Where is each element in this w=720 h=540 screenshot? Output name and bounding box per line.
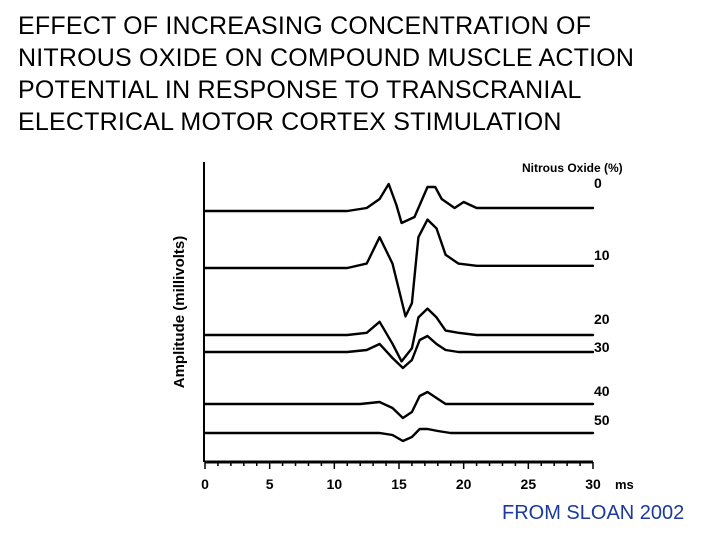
y-axis-label: Amplitude (millivolts): [171, 236, 188, 389]
title-line-2: NITROUS OXIDE ON COMPOUND MUSCLE ACTION: [18, 44, 635, 72]
x-tick-label: 5: [266, 476, 274, 492]
series-label-30: 30: [594, 339, 610, 355]
x-axis-unit-label: ms: [615, 477, 634, 492]
trace-line-10: [203, 218, 595, 318]
x-tick-label: 20: [456, 476, 472, 492]
x-tick-label: 0: [201, 476, 209, 492]
series-label-50: 50: [594, 412, 610, 428]
x-tick-label: 25: [521, 476, 537, 492]
title-line-3: POTENTIAL IN RESPONSE TO TRANSCRANIAL: [18, 76, 582, 104]
series-label-40: 40: [594, 383, 610, 399]
legend-title: Nitrous Oxide (%): [522, 161, 623, 175]
series-label-10: 10: [594, 247, 610, 263]
slide-title: EFFECT OF INCREASING CONCENTRATION OF NI…: [18, 10, 718, 138]
trace-line-20: [203, 307, 595, 363]
series-label-0: 0: [594, 175, 602, 191]
title-line-1: EFFECT OF INCREASING CONCENTRATION OF: [18, 12, 592, 40]
trace-line-30: [203, 334, 595, 370]
source-credit: FROM SLOAN 2002: [502, 502, 685, 524]
x-tick-label: 15: [391, 476, 407, 492]
trace-line-0: [203, 182, 595, 225]
x-tick-label: 30: [585, 476, 601, 492]
title-line-4: ELECTRICAL MOTOR CORTEX STIMULATION: [18, 108, 562, 136]
series-label-20: 20: [594, 311, 610, 327]
trace-line-50: [203, 427, 595, 443]
x-axis: 0 5 10 15 20 25 30 ms: [201, 460, 634, 492]
series-labels: Nitrous Oxide (%)0 10 20 30 40 50: [522, 161, 623, 428]
traces: [203, 182, 595, 443]
x-tick-label: 10: [327, 476, 343, 492]
trace-line-40: [203, 390, 595, 420]
y-axis: Amplitude (millivolts): [171, 162, 205, 462]
